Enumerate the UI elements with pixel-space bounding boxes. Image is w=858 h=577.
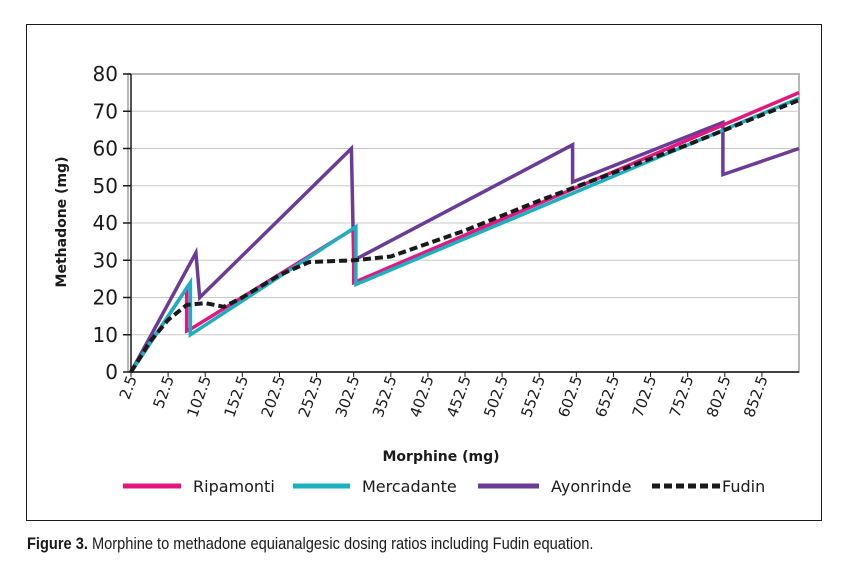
y-axis-title: Methadone (mg) bbox=[54, 157, 70, 288]
series-line-fudin bbox=[129, 98, 800, 374]
figure-caption: Figure 3. Morphine to methadone equianal… bbox=[27, 534, 593, 554]
x-tick-label: 502.5 bbox=[480, 373, 512, 420]
legend-label-ripamonti: Ripamonti bbox=[193, 477, 275, 496]
legend-label-mercadante: Mercadante bbox=[362, 477, 457, 496]
x-tick-label: 702.5 bbox=[629, 373, 661, 420]
x-tick-label: 802.5 bbox=[703, 373, 735, 420]
y-tick-label: 40 bbox=[93, 211, 118, 235]
x-tick-label: 102.5 bbox=[183, 373, 215, 420]
x-tick-label: 402.5 bbox=[406, 373, 438, 420]
y-tick-label: 60 bbox=[93, 137, 118, 161]
series-lines bbox=[129, 90, 800, 374]
legend-label-ayonrinde: Ayonrinde bbox=[551, 477, 631, 496]
y-tick-label: 30 bbox=[93, 248, 118, 272]
x-tick-label: 752.5 bbox=[666, 373, 698, 420]
x-axis-title: Morphine (mg) bbox=[383, 449, 500, 465]
x-tick-label: 302.5 bbox=[332, 373, 364, 420]
y-tick-label: 70 bbox=[93, 99, 118, 123]
x-tick-label: 552.5 bbox=[517, 373, 549, 420]
y-tick-label: 10 bbox=[93, 323, 118, 347]
series-line-ayonrinde bbox=[129, 119, 800, 373]
x-tick-label: 252.5 bbox=[295, 373, 327, 420]
x-tick-label: 2.5 bbox=[116, 373, 141, 402]
x-tick-label: 52.5 bbox=[150, 373, 178, 411]
caption-label: Figure 3. bbox=[27, 534, 88, 553]
axes bbox=[123, 73, 799, 377]
x-tick-label: 652.5 bbox=[592, 373, 624, 420]
legend: Ripamonti Mercadante Ayonrinde Fudin bbox=[123, 477, 765, 496]
x-tick-label: 602.5 bbox=[554, 373, 586, 420]
y-tick-labels: 0 10 20 30 40 50 60 70 80 bbox=[93, 62, 118, 384]
x-tick-labels: 2.5 52.5 102.5 152.5 202.5 252.5 302.5 352.5 402… bbox=[116, 373, 772, 420]
figure-frame bbox=[26, 24, 822, 521]
x-tick-label: 202.5 bbox=[258, 373, 290, 420]
x-tick-label: 452.5 bbox=[443, 373, 475, 420]
caption-text: Morphine to methadone equianalgesic dosi… bbox=[87, 534, 594, 553]
x-tick-label: 852.5 bbox=[740, 373, 772, 420]
series-line-ripamonti bbox=[129, 90, 800, 373]
y-tick-label: 0 bbox=[105, 360, 118, 384]
y-tick-label: 80 bbox=[93, 62, 118, 86]
x-tick-label: 152.5 bbox=[220, 373, 252, 420]
y-tick-label: 50 bbox=[93, 174, 118, 198]
x-tick-label: 352.5 bbox=[369, 373, 401, 420]
y-tick-label: 20 bbox=[93, 286, 118, 310]
legend-label-fudin: Fudin bbox=[722, 477, 765, 496]
